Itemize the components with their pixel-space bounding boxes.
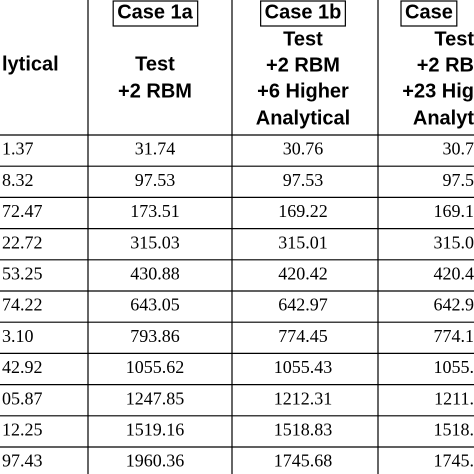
cell: 173.51: [130, 201, 180, 221]
case-box: [112, 0, 199, 27]
cell: 1055.: [434, 357, 474, 377]
header-text: +2 RBM: [266, 54, 340, 76]
cell: 22.72: [2, 232, 43, 252]
cell: 1960.36: [126, 451, 185, 471]
case-box: [400, 0, 458, 27]
header-text: lytical: [2, 53, 59, 75]
cell: 793.86: [130, 326, 180, 346]
cell: 315.03: [130, 232, 180, 252]
header-text: Test: [135, 53, 175, 75]
cell: 42.92: [2, 357, 43, 377]
header-text: +2 RB: [417, 54, 474, 76]
cell: 169.22: [278, 201, 328, 221]
case-box: [260, 0, 346, 27]
header-text: Analyt: [413, 107, 474, 129]
case-label: Case 1a: [117, 1, 193, 23]
cell: 642.97: [278, 295, 328, 315]
header-text: +6 Higher: [257, 80, 349, 102]
cell: 31.74: [135, 139, 176, 159]
cell: 1247.85: [126, 388, 185, 408]
cell: 12.25: [2, 420, 43, 440]
cell: 420.42: [278, 264, 328, 284]
cell: 74.22: [2, 295, 43, 315]
cell: 1519.16: [126, 420, 185, 440]
cell: 1.37: [2, 139, 34, 159]
cell: 97.5: [443, 170, 474, 190]
header-text: +2 RBM: [118, 80, 192, 102]
cell: 315.0: [434, 232, 474, 252]
case-label: Case 1b: [265, 1, 342, 23]
cell: 1212.31: [274, 388, 333, 408]
cell: 97.53: [283, 170, 324, 190]
cell: 1055.43: [274, 357, 333, 377]
header-text: +23 Hig: [402, 80, 474, 102]
cell: 72.47: [2, 201, 43, 221]
cell: 05.87: [2, 388, 43, 408]
cell: 643.05: [130, 295, 180, 315]
cell: 774.1: [434, 326, 474, 346]
cell: 420.4: [434, 264, 474, 284]
cell: 30.76: [283, 139, 324, 159]
cell: 642.9: [434, 295, 474, 315]
cell: 1745.: [434, 451, 474, 471]
header-text: Test: [283, 28, 323, 50]
case-label: Case: [405, 1, 453, 23]
cell: 1518.83: [274, 420, 333, 440]
cell: 1055.62: [126, 357, 185, 377]
cell: 1745.68: [274, 451, 333, 471]
cell: 315.01: [278, 232, 328, 252]
cell: 30.7: [443, 139, 474, 159]
cell: 1211.: [434, 388, 474, 408]
header-text: Test: [434, 28, 474, 50]
cell: 774.45: [278, 326, 328, 346]
cell: 430.88: [130, 264, 180, 284]
cell: 169.1: [434, 201, 474, 221]
header-text: Analytical: [256, 107, 350, 129]
cell: 8.32: [2, 170, 34, 190]
cell: 53.25: [2, 264, 43, 284]
cell: 1518.: [434, 420, 474, 440]
cell: 3.10: [2, 326, 34, 346]
cell: 97.53: [135, 170, 176, 190]
cell: 97.43: [2, 451, 43, 471]
